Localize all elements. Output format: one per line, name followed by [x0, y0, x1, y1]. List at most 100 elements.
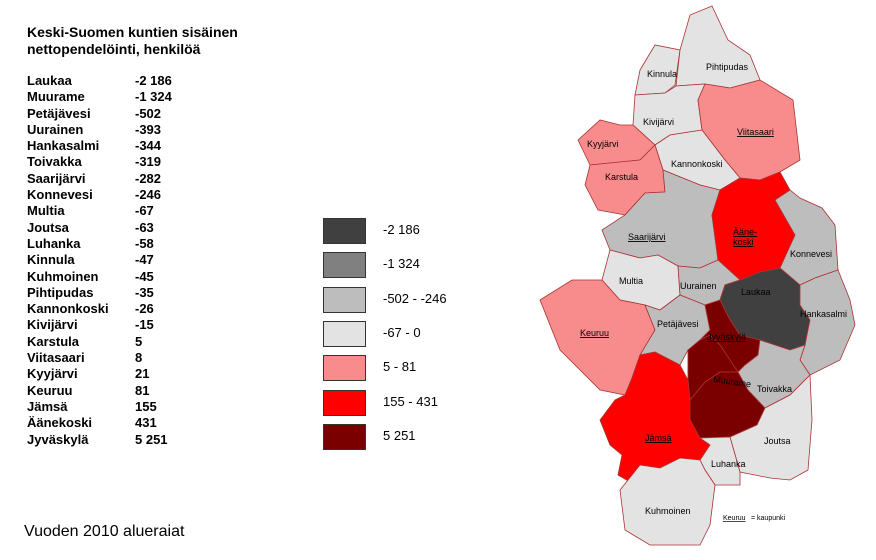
- municipality-name: Äänekoski: [27, 415, 93, 431]
- table-row: Kuhmoinen -45: [27, 269, 205, 285]
- table-row: Uurainen -393: [27, 122, 205, 138]
- label-keuruu: Keuruu: [580, 328, 609, 338]
- municipality-name: Karstula: [27, 333, 80, 349]
- commuting-value: -47: [135, 252, 154, 268]
- table-row: Luhanka -58: [27, 236, 205, 252]
- municipality-name: Kannonkoski: [27, 301, 109, 317]
- commuting-value: 21: [135, 366, 150, 382]
- label-viitasaari: Viitasaari: [737, 127, 774, 137]
- municipality-name: Hankasalmi: [27, 138, 100, 154]
- legend-swatch: [323, 389, 366, 416]
- label-saarijarvi: Saarijärvi: [628, 232, 666, 242]
- table-row: Multia -67: [27, 203, 205, 219]
- legend-swatch: [323, 320, 366, 347]
- label-hankasalmi: Hankasalmi: [800, 309, 847, 319]
- label-multia: Multia: [619, 276, 643, 286]
- table-row: Keuruu 81: [27, 383, 205, 399]
- legend-item: -67 - 0: [323, 320, 483, 349]
- label-aanekoski-2: koski: [733, 237, 754, 247]
- municipality-name: Saarijärvi: [27, 170, 86, 186]
- commuting-value: -35: [135, 284, 154, 300]
- table-row: Saarijärvi -282: [27, 171, 205, 187]
- municipality-name: Kivijärvi: [27, 317, 78, 333]
- legend-item: -2 186: [323, 218, 483, 246]
- commuting-value: -2 186: [135, 73, 172, 88]
- legend-label: 5 251: [383, 427, 416, 443]
- commuting-value: -246: [135, 187, 162, 203]
- commuting-value: 8: [135, 350, 143, 366]
- label-jyvaskyla: Jyväskylä: [707, 332, 746, 342]
- table-row: Petäjävesi -502: [27, 106, 205, 122]
- commuting-value: -1 324: [135, 89, 172, 105]
- municipality-name: Joutsa: [27, 219, 69, 235]
- municipality-name: Toivakka: [27, 154, 82, 170]
- region-hankasalmi[interactable]: [799, 269, 856, 376]
- legend-swatch: [323, 286, 366, 313]
- table-row: Jämsä 155: [27, 399, 205, 415]
- legend-label: 5 - 81: [383, 359, 417, 375]
- municipality-name: Muurame: [27, 89, 85, 105]
- map-legend-desc: = kaupunki: [751, 515, 785, 522]
- legend-swatch: [323, 218, 366, 244]
- commuting-value: 155: [135, 398, 157, 414]
- commuting-value: -282: [135, 170, 162, 186]
- legend-swatch: [323, 252, 366, 279]
- municipality-name: Kyyjärvi: [27, 366, 78, 382]
- label-kyyjarvi: Kyyjärvi: [587, 139, 619, 149]
- label-kuhmoinen: Kuhmoinen: [645, 506, 691, 516]
- table-row: Kyyjärvi 21: [27, 366, 205, 382]
- table-row: Muurame -1 324: [27, 89, 205, 105]
- table-row: Kinnula -47: [27, 252, 205, 268]
- label-pihtipudas: Pihtipudas: [706, 62, 749, 72]
- legend-swatch: [323, 355, 366, 382]
- commuting-value: 431: [135, 415, 157, 431]
- table-row: Kivijärvi -15: [27, 317, 205, 333]
- commuting-value: -344: [135, 138, 162, 154]
- municipality-name: Jyväskylä: [27, 431, 89, 447]
- municipality-name: Keuruu: [27, 382, 73, 398]
- municipality-name: Multia: [27, 203, 65, 219]
- municipality-name: Jämsä: [27, 398, 68, 414]
- label-toivakka: Toivakka: [757, 384, 792, 394]
- commuting-value: 81: [135, 382, 150, 398]
- legend-label: -67 - 0: [383, 324, 421, 340]
- legend-label: 155 - 431: [383, 393, 438, 409]
- label-laukaa: Laukaa: [741, 287, 771, 297]
- table-row: Karstula 5: [27, 334, 205, 350]
- footer-note: Vuoden 2010 alueraiat: [24, 523, 185, 540]
- table-row: Viitasaari 8: [27, 350, 205, 366]
- region-joutsa[interactable]: [729, 374, 813, 481]
- commuting-value: -67: [135, 203, 154, 219]
- municipality-name: Konnevesi: [27, 187, 93, 203]
- legend-item: 155 - 431: [323, 389, 483, 418]
- table-row: Äänekoski 431: [27, 415, 205, 431]
- table-row: Konnevesi -246: [27, 187, 205, 203]
- map-legend-city: Keuruu: [723, 515, 746, 522]
- region-kuhmoinen[interactable]: [619, 457, 716, 546]
- table-row: Pihtipudas -35: [27, 285, 205, 301]
- label-petajavesi: Petäjävesi: [657, 319, 699, 329]
- commuting-value: -319: [135, 154, 162, 170]
- label-jamsa: Jämsä: [645, 433, 672, 443]
- label-kivijarvi: Kivijärvi: [643, 117, 674, 127]
- table-row: Toivakka -319: [27, 154, 205, 170]
- commuting-value: 5 251: [135, 431, 168, 447]
- commuting-value: -393: [135, 121, 162, 137]
- table-row: Jyväskylä 5 251: [27, 432, 205, 448]
- commuting-value: -63: [135, 219, 154, 235]
- commuting-value: -15: [135, 317, 154, 333]
- commuting-table: Laukaa -2 186 Muurame -1 324 Petäjävesi -502 U…: [27, 73, 205, 448]
- table-row: Hankasalmi -344: [27, 138, 205, 154]
- region-pihtipudas[interactable]: [675, 5, 761, 89]
- commuting-value: -58: [135, 235, 154, 251]
- municipality-name: Laukaa: [27, 73, 72, 88]
- label-kannonkoski: Kannonkoski: [671, 159, 723, 169]
- municipality-name: Petäjävesi: [27, 105, 91, 121]
- commuting-value: 5: [135, 333, 143, 349]
- table-row: Laukaa -2 186: [27, 73, 205, 89]
- legend-item: -1 324: [323, 252, 483, 280]
- legend-item: 5 251: [323, 423, 483, 452]
- commuting-value: -45: [135, 268, 154, 284]
- label-uurainen: Uurainen: [680, 281, 717, 291]
